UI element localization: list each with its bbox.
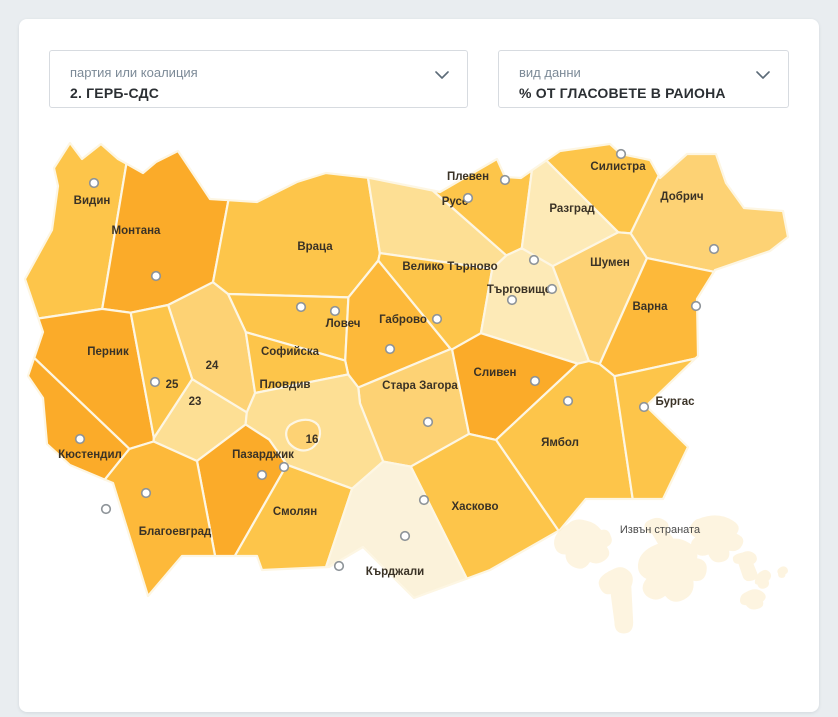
svg-text:Бургас: Бургас xyxy=(656,396,696,408)
svg-text:Извън страната: Извън страната xyxy=(620,524,701,536)
svg-text:Благоевград: Благоевград xyxy=(139,526,212,538)
svg-text:Силистра: Силистра xyxy=(590,161,646,173)
svg-text:Разград: Разград xyxy=(549,203,595,215)
svg-text:Монтана: Монтана xyxy=(112,225,162,237)
svg-text:Стара Загора: Стара Загора xyxy=(382,380,458,392)
svg-text:Варна: Варна xyxy=(632,301,668,313)
svg-text:Видин: Видин xyxy=(74,195,111,207)
svg-text:Хасково: Хасково xyxy=(451,501,498,513)
svg-text:Пловдив: Пловдив xyxy=(260,379,311,391)
svg-text:Плевен: Плевен xyxy=(447,171,489,183)
svg-text:Смолян: Смолян xyxy=(273,506,317,518)
svg-text:24: 24 xyxy=(206,360,219,372)
svg-text:Ловеч: Ловеч xyxy=(326,318,361,330)
svg-text:25: 25 xyxy=(166,379,179,391)
svg-text:Пазарджик: Пазарджик xyxy=(232,449,294,461)
svg-text:23: 23 xyxy=(189,396,202,408)
svg-text:Сливен: Сливен xyxy=(474,367,517,379)
svg-text:Шумен: Шумен xyxy=(590,257,630,269)
svg-text:Софийска: Софийска xyxy=(261,346,320,358)
svg-text:Кюстендил: Кюстендил xyxy=(58,449,122,461)
svg-text:Търговище: Търговище xyxy=(487,284,551,296)
svg-text:Перник: Перник xyxy=(87,346,129,358)
svg-text:16: 16 xyxy=(306,434,319,446)
svg-text:Габрово: Габрово xyxy=(379,314,427,326)
svg-text:Велико Търново: Велико Търново xyxy=(402,261,497,273)
svg-text:Ямбол: Ямбол xyxy=(541,437,579,449)
svg-text:Кърджали: Кърджали xyxy=(366,566,425,578)
svg-text:Добрич: Добрич xyxy=(660,191,703,203)
svg-text:Враца: Враца xyxy=(297,241,333,253)
